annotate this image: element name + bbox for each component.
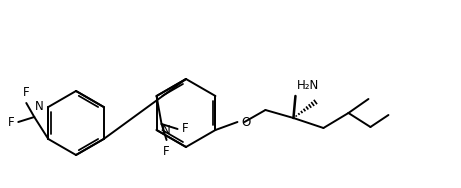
Text: F: F xyxy=(182,123,188,136)
Text: F: F xyxy=(8,115,14,129)
Text: F: F xyxy=(163,145,170,158)
Text: H₂N: H₂N xyxy=(296,79,319,92)
Text: F: F xyxy=(23,86,30,99)
Text: N: N xyxy=(35,101,43,114)
Text: N: N xyxy=(161,124,170,137)
Text: O: O xyxy=(242,115,251,129)
